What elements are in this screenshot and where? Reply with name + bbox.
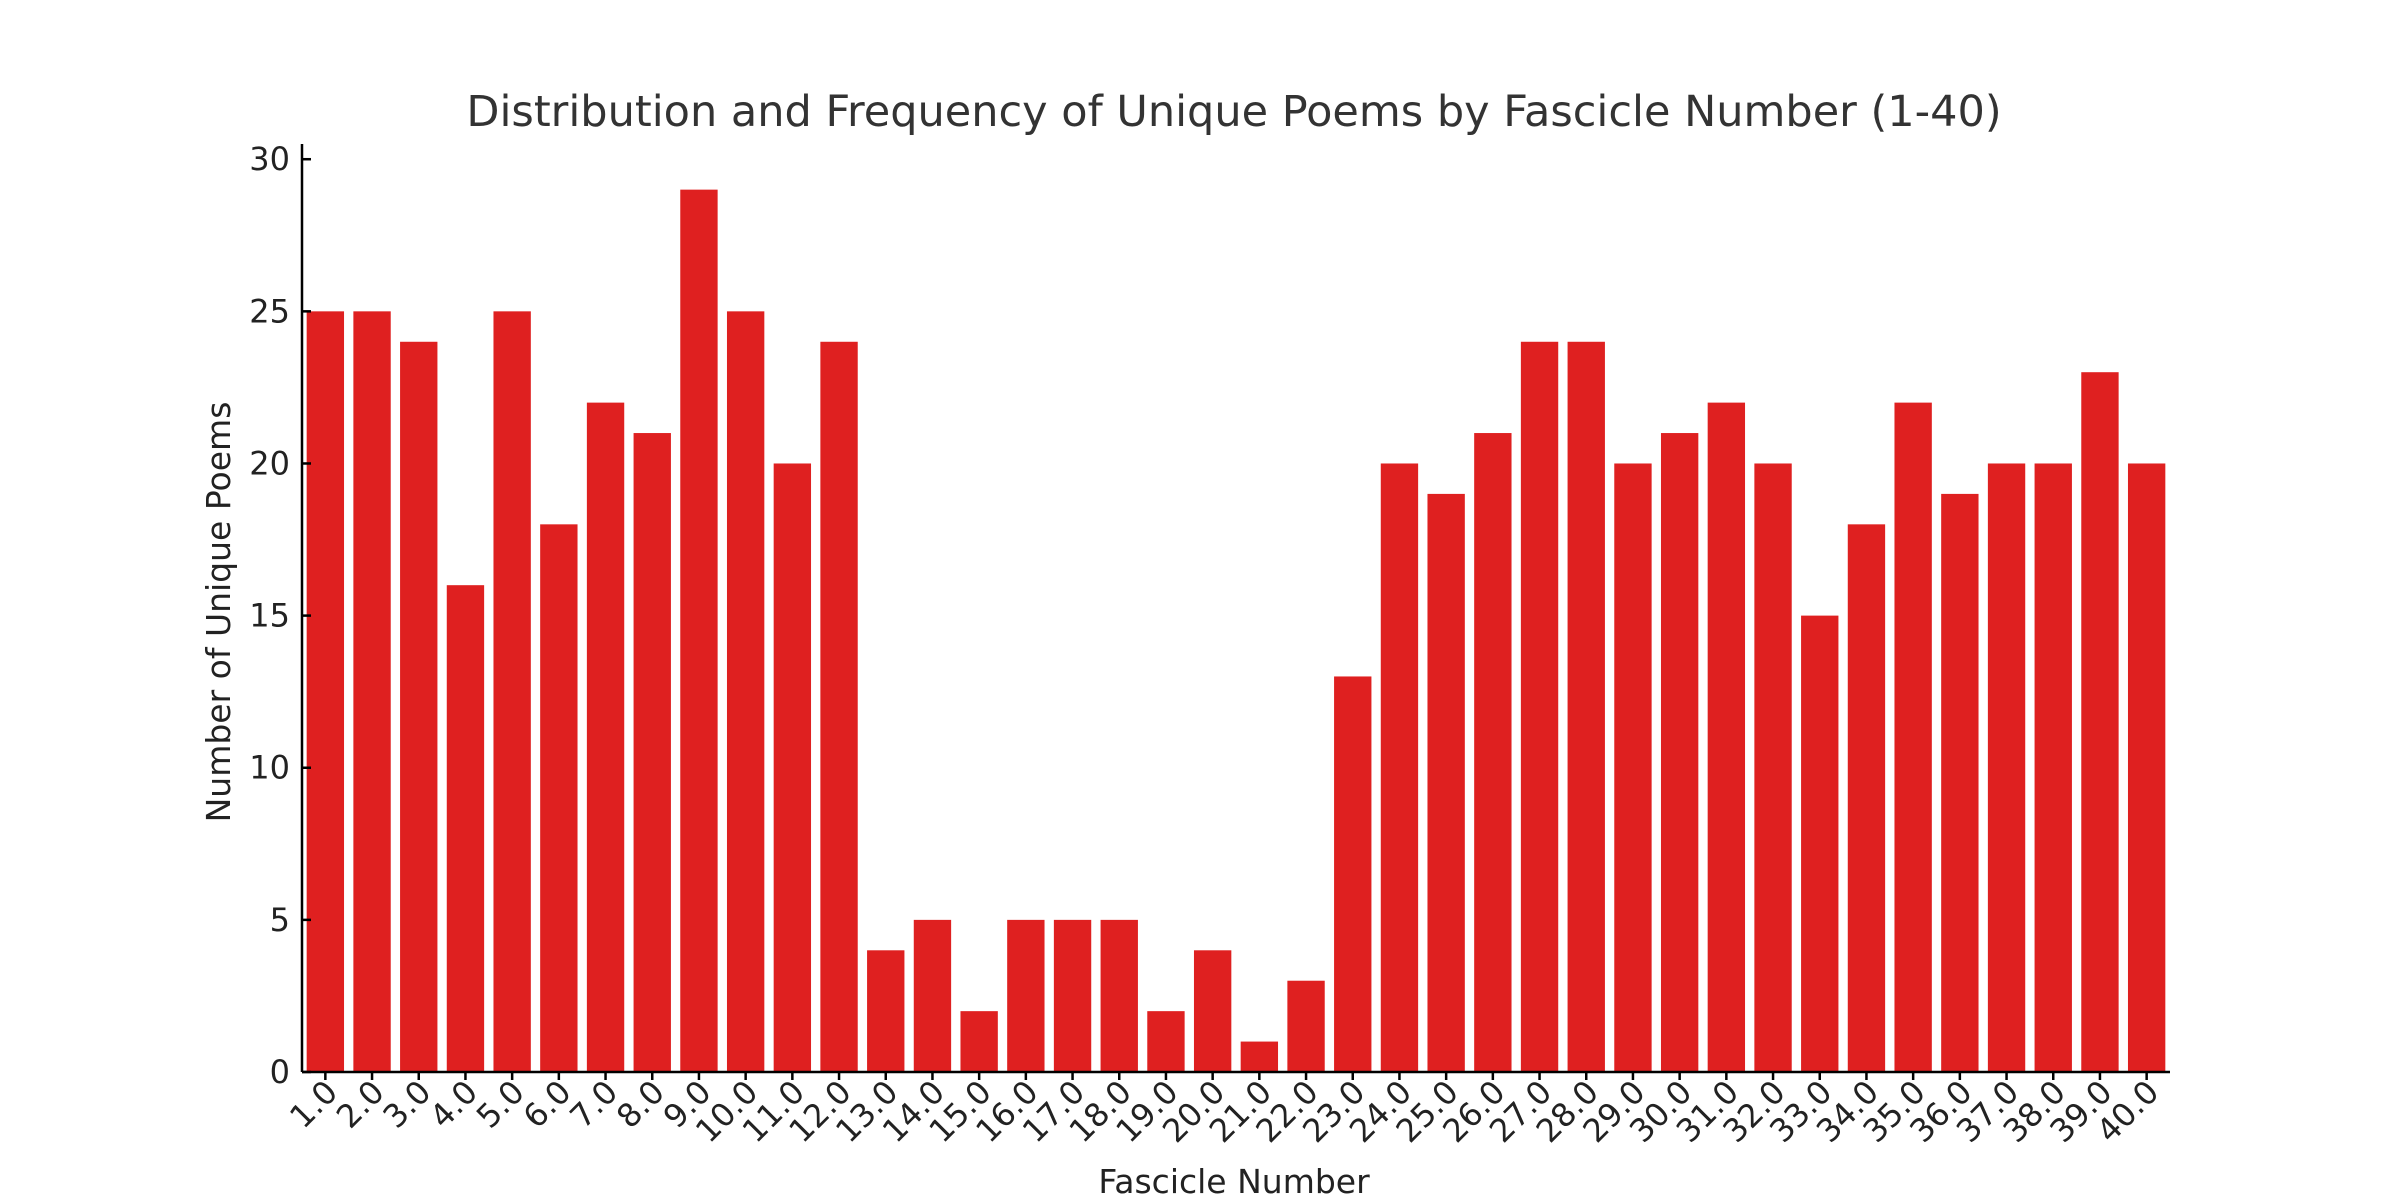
bar-23.0 xyxy=(1334,676,1372,1072)
chart-title: Distribution and Frequency of Unique Poe… xyxy=(466,87,2001,137)
bar-7.0 xyxy=(586,402,625,1072)
bar-32.0 xyxy=(1754,463,1792,1073)
bar-8.0 xyxy=(633,433,671,1072)
bar-13.0 xyxy=(867,950,905,1072)
y-axis: 0 5 10 15 20 25 30 xyxy=(249,140,311,1091)
y-tick-label: 30 xyxy=(249,140,290,178)
bar-19.0 xyxy=(1147,1011,1185,1072)
bar-9.0 xyxy=(680,189,718,1072)
bar-26.0 xyxy=(1474,433,1512,1072)
bar-17.0 xyxy=(1053,919,1092,1072)
bar-24.0 xyxy=(1380,463,1419,1073)
y-axis-label: Number of Unique Poems xyxy=(199,402,238,823)
bar-36.0 xyxy=(1941,493,1979,1072)
bar-40.0 xyxy=(2127,463,2166,1073)
bar-29.0 xyxy=(1614,463,1652,1073)
bar-35.0 xyxy=(1894,402,1932,1072)
bar-20.0 xyxy=(1193,950,1232,1072)
bar-12.0 xyxy=(820,341,858,1072)
y-tick-label: 15 xyxy=(249,597,290,635)
bar-11.0 xyxy=(773,463,812,1073)
bar-5.0 xyxy=(493,311,531,1073)
y-tick-label: 0 xyxy=(270,1053,290,1091)
x-axis-label: Fascicle Number xyxy=(1098,1162,1370,1200)
bars-group xyxy=(306,189,2166,1073)
y-tick-label: 25 xyxy=(249,292,290,330)
bar-25.0 xyxy=(1427,493,1465,1072)
y-tick-label: 20 xyxy=(249,444,290,482)
bar-15.0 xyxy=(960,1011,998,1072)
bar-2.0 xyxy=(353,311,391,1073)
bar-39.0 xyxy=(2081,372,2119,1072)
bar-10.0 xyxy=(726,311,765,1073)
bar-37.0 xyxy=(1987,463,2026,1073)
bar-34.0 xyxy=(1847,524,1886,1072)
bar-21.0 xyxy=(1240,1041,1279,1072)
x-axis: 1.02.03.04.05.06.07.08.09.010.011.012.01… xyxy=(282,1070,2170,1150)
bar-30.0 xyxy=(1660,433,1699,1072)
bar-1.0 xyxy=(306,311,345,1073)
bar-18.0 xyxy=(1100,919,1138,1072)
bar-16.0 xyxy=(1007,919,1045,1072)
bar-6.0 xyxy=(540,524,578,1072)
bar-22.0 xyxy=(1287,980,1325,1072)
bar-28.0 xyxy=(1567,341,1605,1072)
bar-4.0 xyxy=(446,585,485,1072)
bar-31.0 xyxy=(1707,402,1746,1072)
bar-27.0 xyxy=(1520,341,1559,1072)
y-tick-label: 5 xyxy=(270,901,290,939)
bar-38.0 xyxy=(2034,463,2072,1073)
y-tick-label: 10 xyxy=(249,749,290,787)
bar-14.0 xyxy=(913,919,952,1072)
bar-3.0 xyxy=(400,341,438,1072)
bar-33.0 xyxy=(1801,615,1839,1072)
